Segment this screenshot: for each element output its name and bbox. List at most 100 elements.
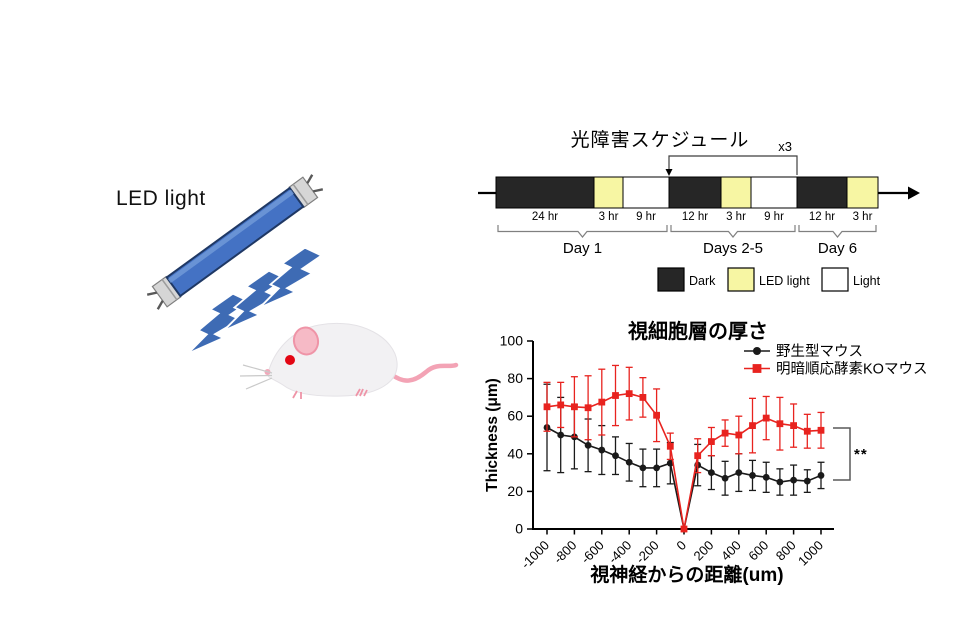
mouse-eye bbox=[285, 355, 295, 365]
repeat-arrowhead-icon bbox=[665, 169, 673, 176]
schedule-legend-label: Light bbox=[853, 274, 881, 288]
chart-title: 視細胞層の厚さ bbox=[627, 319, 768, 343]
lightning-bolt-icon bbox=[222, 269, 288, 332]
x-tick-label: 200 bbox=[691, 538, 717, 564]
data-point-circle bbox=[762, 473, 770, 481]
data-point-circle bbox=[776, 478, 784, 486]
schedule-segment-dark bbox=[796, 176, 848, 209]
data-point-square bbox=[817, 426, 825, 434]
significance-label: ** bbox=[854, 446, 868, 463]
legend-marker-circle bbox=[753, 347, 761, 355]
segment-duration-label: 9 hr bbox=[764, 211, 784, 223]
x-tick-label: 400 bbox=[718, 538, 744, 564]
lightning-bolt-icon bbox=[258, 246, 324, 309]
data-point-square bbox=[790, 422, 797, 429]
x-tick-label: 0 bbox=[673, 538, 689, 554]
data-point-square bbox=[721, 429, 729, 437]
chart-legend-item: 野生型マウス bbox=[744, 343, 863, 360]
data-point-circle bbox=[708, 469, 715, 476]
tube-body bbox=[165, 186, 305, 298]
data-point-circle bbox=[584, 441, 592, 449]
data-point-square bbox=[694, 452, 702, 460]
mouse-hind-foot bbox=[355, 388, 368, 397]
segment-duration-label: 3 hr bbox=[726, 211, 746, 223]
y-tick-label: 0 bbox=[515, 521, 523, 537]
data-point-square bbox=[749, 422, 756, 429]
series-ko bbox=[543, 364, 825, 533]
data-point-circle bbox=[803, 477, 811, 485]
x-tick-label: 800 bbox=[773, 538, 799, 564]
schedule-diagram: 24 hr 3 hr 9 hr 12 hr 3 hr 9 hr 12 hr 3 hr x3 Day… bbox=[478, 139, 920, 292]
data-point-circle bbox=[557, 431, 565, 439]
data-point-circle bbox=[749, 472, 756, 479]
chart-legend-item: 明暗順応酵素KOマウス bbox=[744, 361, 927, 378]
timeline-arrowhead-icon bbox=[908, 186, 920, 200]
data-point-square bbox=[680, 525, 688, 533]
data-point-square bbox=[666, 442, 674, 450]
mouse-tail bbox=[388, 362, 459, 383]
schedule-legend-label: LED light bbox=[759, 274, 810, 288]
data-point-circle bbox=[612, 452, 619, 460]
led-tube bbox=[146, 174, 324, 310]
segment-duration-label: 24 hr bbox=[532, 211, 558, 223]
data-point-square bbox=[557, 401, 565, 409]
data-point-square bbox=[625, 390, 633, 398]
mouse-whiskers bbox=[239, 364, 273, 390]
data-point-circle bbox=[817, 472, 825, 479]
data-point-square bbox=[543, 403, 551, 411]
schedule-segment-led bbox=[720, 176, 752, 209]
cap-band-right bbox=[292, 183, 309, 205]
schedule-segment-led bbox=[593, 176, 624, 209]
significance-bracket bbox=[833, 427, 851, 481]
y-axis-label: Thickness (μm) bbox=[484, 378, 501, 492]
data-point-circle bbox=[653, 464, 660, 472]
y-tick-label: 100 bbox=[500, 333, 524, 349]
schedule-legend-label: Dark bbox=[689, 274, 716, 288]
x-tick-label: -400 bbox=[605, 538, 634, 567]
day-label: Day 1 bbox=[563, 240, 602, 257]
data-point-circle bbox=[639, 464, 647, 472]
thickness-chart: 視細胞層の厚さ 0 20 40 60 80 100 -1000-800-600-400-200… bbox=[484, 319, 927, 586]
segment-duration-label: 12 hr bbox=[809, 211, 835, 223]
cap-band-left bbox=[161, 279, 178, 301]
schedule-segment-dark bbox=[495, 176, 595, 209]
data-point-square bbox=[708, 438, 715, 445]
segment-duration-label: 9 hr bbox=[636, 211, 656, 223]
lightning-bolt-icon bbox=[186, 292, 252, 355]
day-brace bbox=[670, 225, 796, 238]
day-label: Day 6 bbox=[818, 240, 857, 257]
lightning-bolts bbox=[186, 246, 324, 355]
data-point-square bbox=[762, 414, 770, 422]
data-point-square bbox=[735, 431, 743, 439]
data-point-square bbox=[803, 427, 811, 435]
x-tick-label: 1000 bbox=[795, 538, 826, 569]
data-point-square bbox=[653, 411, 660, 419]
data-point-square bbox=[639, 394, 647, 401]
x-tick-label: -200 bbox=[633, 538, 662, 567]
day-brace bbox=[497, 225, 668, 238]
data-point-circle bbox=[625, 458, 633, 466]
led-mouse-illustration bbox=[146, 174, 459, 399]
x-tick-label: -800 bbox=[551, 538, 580, 567]
y-tick-label: 20 bbox=[507, 483, 523, 499]
schedule-legend-swatch bbox=[657, 267, 685, 292]
data-point-square bbox=[584, 404, 592, 412]
x-tick-label: -600 bbox=[578, 538, 607, 567]
schedule-segment-led bbox=[846, 176, 879, 209]
x-tick-label: -1000 bbox=[518, 538, 552, 572]
data-point-square bbox=[776, 420, 784, 428]
legend-marker-square bbox=[752, 364, 762, 373]
y-tick-label: 80 bbox=[507, 370, 523, 386]
repeat-count-label: x3 bbox=[778, 139, 792, 154]
data-point-circle bbox=[666, 459, 674, 467]
data-point-circle bbox=[721, 474, 729, 482]
schedule-segment-dark bbox=[668, 176, 722, 209]
segment-duration-label: 3 hr bbox=[599, 211, 619, 223]
led-light-label: LED light bbox=[116, 187, 206, 210]
data-point-square bbox=[571, 403, 578, 411]
schedule-legend-swatch bbox=[727, 267, 755, 292]
mouse-illustration bbox=[239, 322, 459, 399]
schedule-title: 光障害スケジュール bbox=[570, 130, 750, 151]
schedule-segment-light bbox=[750, 176, 798, 209]
y-tick-label: 60 bbox=[507, 408, 523, 424]
